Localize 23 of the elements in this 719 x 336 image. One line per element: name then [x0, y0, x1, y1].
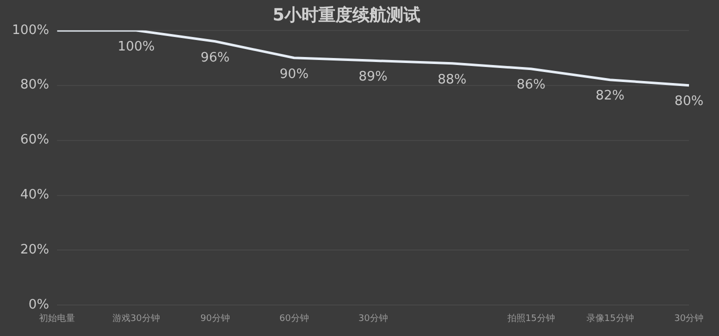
x-tick-label: 30分钟 [674, 312, 704, 324]
data-label: 90% [280, 66, 309, 82]
y-tick-label: 60% [20, 132, 50, 148]
y-tick-label: 80% [20, 78, 50, 93]
x-tick-label: 游戏30分钟 [112, 312, 160, 324]
x-tick-label: 拍照15分钟 [506, 312, 555, 324]
data-label: 82% [596, 88, 624, 104]
y-tick-label: 0% [28, 298, 50, 313]
x-tick-label: 90分钟 [200, 312, 230, 324]
y-tick-label: 40% [20, 188, 50, 203]
data-label: 89% [358, 70, 388, 85]
data-label: 96% [200, 50, 230, 66]
x-tick-label: 录像15分钟 [586, 312, 634, 324]
data-label: 80% [674, 94, 704, 110]
y-tick-label: 100% [12, 22, 50, 38]
chart-title: 5小时重度续航测试 [272, 6, 420, 26]
data-label: 88% [438, 72, 467, 88]
x-tick-label: 60分钟 [279, 312, 309, 324]
x-tick-label: 初始电量 [39, 312, 76, 324]
data-label: 100% [118, 39, 155, 54]
y-tick-label: 20% [20, 242, 50, 258]
data-label: 86% [516, 78, 546, 93]
x-tick-label: 30分钟 [358, 312, 388, 324]
